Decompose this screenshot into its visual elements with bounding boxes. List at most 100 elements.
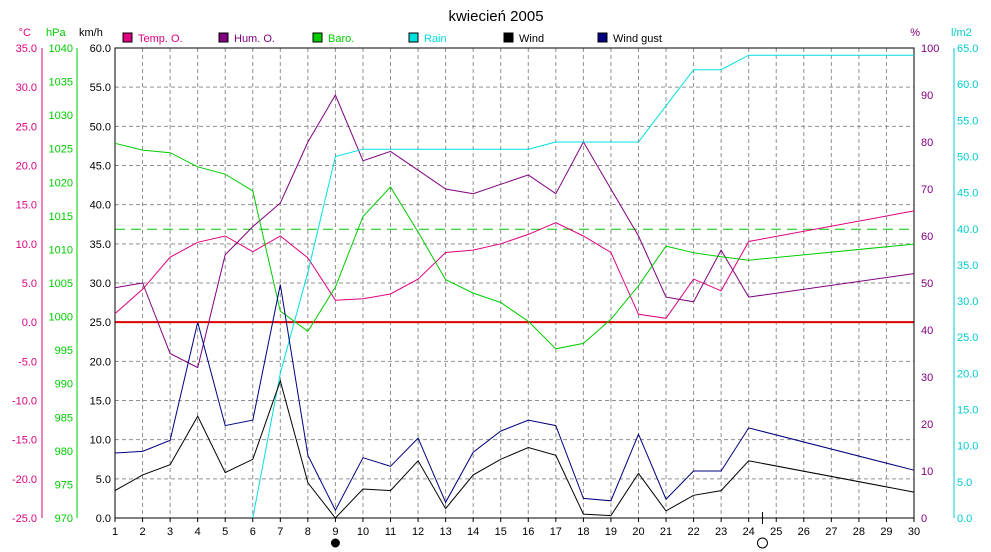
baro-tick-label: 990 [55, 379, 73, 391]
legend-label-rain: Rain [424, 33, 447, 45]
legend: Temp. O. Hum. O. Baro. Rain Wind Wind gust [122, 32, 662, 45]
plot-frame [114, 47, 915, 519]
x-tick-label: 14 [467, 526, 479, 538]
series-line-rain [252, 54, 914, 519]
temp-tick-label: 10.0 [16, 239, 37, 251]
x-tick-label: 4 [195, 526, 201, 538]
hum-tick-label: 0 [921, 513, 927, 525]
wind-tick-label: 45.0 [90, 161, 111, 173]
rain-tick-label: 40.0 [957, 224, 978, 236]
rain-tick-label: 15.0 [957, 405, 978, 417]
hum-tick-label: 20 [921, 419, 933, 431]
baro-tick-label: 995 [55, 345, 73, 357]
x-tick-label: 29 [880, 526, 892, 538]
baro-unit-label: hPa [46, 27, 66, 39]
series-line-hum [114, 93, 915, 369]
axes: 1 2 3 4 5 6 7 8 9 10 11 12 13 14 15 16 17 18 19 20 21 22 23 24 2… [12, 27, 979, 538]
legend-swatch-wind [503, 32, 514, 43]
wind-tick-label: 25.0 [90, 317, 111, 329]
temp-tick-label: 15.0 [16, 200, 37, 212]
x-tick-label: 6 [250, 526, 256, 538]
legend-swatch-gust [597, 32, 608, 43]
temp-tick-label: -25.0 [12, 513, 37, 525]
rain-tick-label: 30.0 [957, 296, 978, 308]
x-tick-label: 22 [687, 526, 699, 538]
x-tick-label: 20 [632, 526, 644, 538]
hum-tick-label: 90 [921, 90, 933, 102]
wind-tick-label: 15.0 [90, 396, 111, 408]
baro-tick-label: 1000 [49, 312, 73, 324]
rain-tick-label: 35.0 [957, 260, 978, 272]
x-tick-label: 24 [743, 526, 755, 538]
legend-label-baro: Baro. [328, 33, 354, 45]
x-tick-label: 23 [715, 526, 727, 538]
wind-tick-label: 5.0 [96, 474, 111, 486]
baro-tick-label: 1010 [49, 244, 73, 256]
x-tick-label: 9 [332, 526, 338, 538]
rain-unit-label: l/m2 [951, 27, 972, 39]
x-tick-label: 12 [412, 526, 424, 538]
rain-tick-label: 0.0 [957, 513, 972, 525]
temp-tick-label: -10.0 [12, 396, 37, 408]
legend-swatch-baro [312, 32, 323, 43]
temp-tick-label: -15.0 [12, 435, 37, 447]
series-line-gust [114, 284, 915, 512]
temp-tick-label: 25.0 [16, 121, 37, 133]
baro-tick-label: 980 [55, 446, 73, 458]
rain-tick-label: 60.0 [957, 79, 978, 91]
hum-tick-label: 100 [921, 43, 939, 55]
x-tick-label: 1 [112, 526, 118, 538]
x-tick-label: 28 [853, 526, 865, 538]
series-line-temp [114, 210, 915, 319]
moon-markers [330, 512, 768, 549]
wind-unit-label: km/h [79, 27, 103, 39]
temp-tick-label: 30.0 [16, 82, 37, 94]
temp-tick-label: -20.0 [12, 474, 37, 486]
hum-tick-label: 80 [921, 137, 933, 149]
temp-tick-label: 20.0 [16, 161, 37, 173]
rain-tick-label: 20.0 [957, 368, 978, 380]
x-tick-label: 2 [139, 526, 145, 538]
x-tick-label: 16 [522, 526, 534, 538]
baro-tick-label: 985 [55, 412, 73, 424]
rain-tick-label: 25.0 [957, 332, 978, 344]
hum-tick-label: 70 [921, 184, 933, 196]
legend-label-wind: Wind [519, 33, 544, 45]
series [114, 54, 915, 519]
legend-swatch-temp [122, 32, 133, 43]
series-line-wind [114, 379, 915, 519]
x-tick-label: 25 [770, 526, 782, 538]
x-tick-label: 15 [495, 526, 507, 538]
rain-tick-label: 65.0 [957, 43, 978, 55]
wind-tick-label: 30.0 [90, 278, 111, 290]
temp-tick-label: 35.0 [16, 43, 37, 55]
baro-tick-label: 1030 [49, 110, 73, 122]
legend-label-temp: Temp. O. [138, 33, 183, 45]
x-tick-label: 13 [439, 526, 451, 538]
moon-new-icon [330, 538, 340, 548]
x-tick-label: 18 [577, 526, 589, 538]
rain-tick-label: 10.0 [957, 441, 978, 453]
wind-tick-label: 10.0 [90, 435, 111, 447]
legend-label-gust: Wind gust [613, 33, 662, 45]
x-tick-label: 19 [605, 526, 617, 538]
rain-tick-label: 45.0 [957, 188, 978, 200]
wind-tick-label: 50.0 [90, 121, 111, 133]
baro-tick-label: 1025 [49, 144, 73, 156]
hum-tick-label: 40 [921, 325, 933, 337]
baro-tick-label: 970 [55, 513, 73, 525]
x-tick-label: 26 [798, 526, 810, 538]
rain-tick-label: 5.0 [957, 477, 972, 489]
wind-tick-label: 55.0 [90, 82, 111, 94]
temp-tick-label: -5.0 [18, 356, 37, 368]
wind-tick-label: 35.0 [90, 239, 111, 251]
wind-tick-label: 60.0 [90, 43, 111, 55]
baro-tick-label: 975 [55, 479, 73, 491]
rain-tick-label: 50.0 [957, 151, 978, 163]
x-tick-label: 3 [167, 526, 173, 538]
hum-unit-label: % [910, 27, 920, 39]
baro-tick-label: 1005 [49, 278, 73, 290]
chart-title: kwiecień 2005 [448, 8, 543, 25]
